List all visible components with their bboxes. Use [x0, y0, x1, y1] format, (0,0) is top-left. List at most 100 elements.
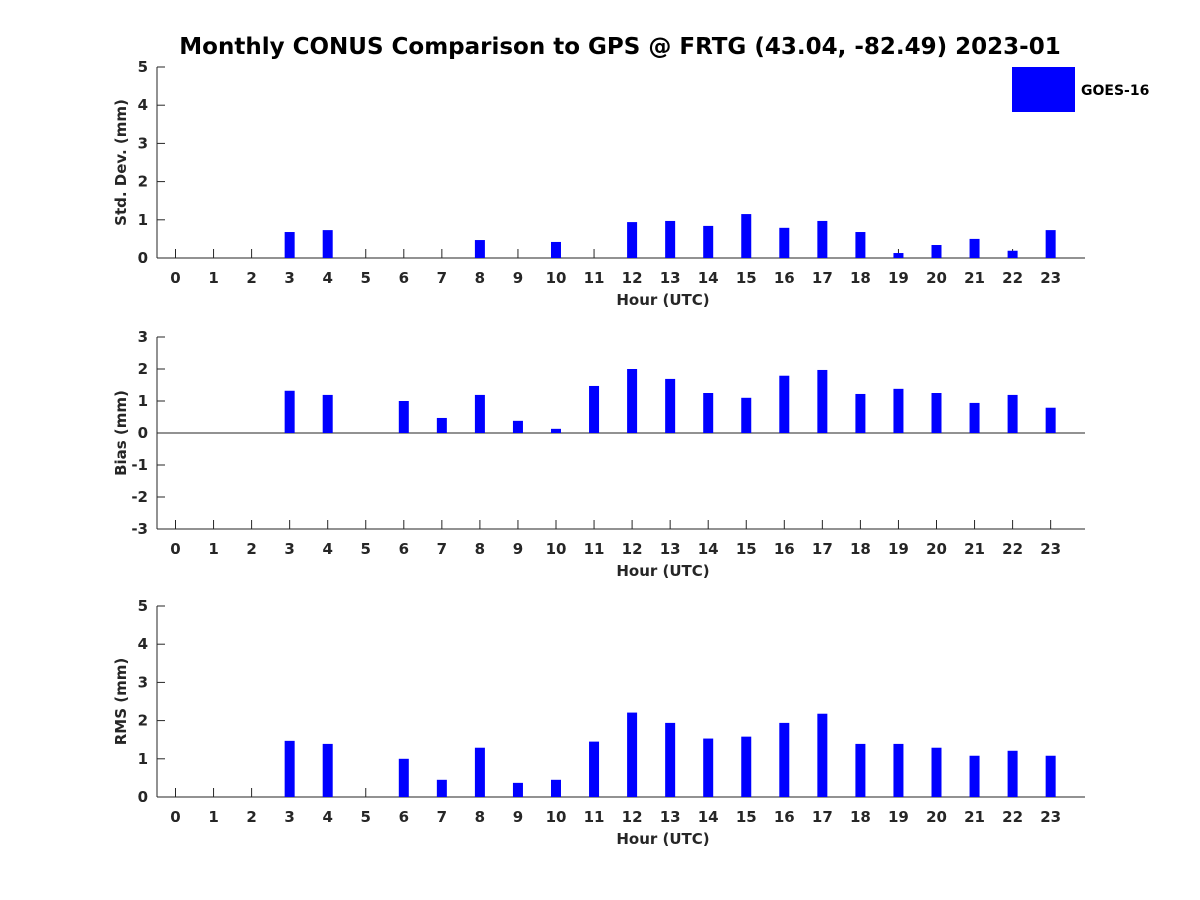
- std-dev-x-tick-label: 16: [774, 269, 795, 287]
- rms-x-tick-label: 11: [584, 808, 605, 826]
- rms-x-tick-label: 19: [888, 808, 909, 826]
- bias-bar-hour-20: [931, 393, 942, 433]
- rms-x-tick-label: 9: [513, 808, 523, 826]
- std-dev-x-axis-label: Hour (UTC): [616, 291, 709, 309]
- rms-y-tick-label: 0: [138, 788, 148, 806]
- std-dev-bar-hour-8: [474, 240, 485, 258]
- bias-bar-hour-13: [665, 378, 676, 433]
- bias-x-tick-label: 14: [698, 540, 719, 558]
- std-dev-x-tick-label: 4: [322, 269, 332, 287]
- bias-bar-hour-9: [512, 420, 523, 433]
- std-dev-x-tick-label: 14: [698, 269, 719, 287]
- bias-bar-hour-12: [627, 369, 638, 433]
- bias-x-tick-label: 18: [850, 540, 871, 558]
- bias-x-tick-label: 21: [964, 540, 985, 558]
- rms-x-tick-label: 16: [774, 808, 795, 826]
- rms-x-tick-label: 13: [660, 808, 681, 826]
- bias-x-tick-label: 4: [322, 540, 332, 558]
- std-dev-x-tick-label: 22: [1002, 269, 1023, 287]
- rms-y-axis-label: RMS (mm): [112, 658, 130, 745]
- rms-y-tick-label: 2: [138, 712, 148, 730]
- bias-x-tick-label: 7: [437, 540, 447, 558]
- bias-bar-hour-7: [436, 417, 447, 433]
- bias-x-tick-label: 15: [736, 540, 757, 558]
- std-dev-x-tick-label: 8: [475, 269, 485, 287]
- bias-y-tick-label: -3: [131, 520, 148, 538]
- std-dev-x-tick-label: 23: [1040, 269, 1061, 287]
- std-dev-y-tick-label: 1: [138, 211, 148, 229]
- std-dev-bar-hour-10: [551, 241, 561, 258]
- bias-x-tick-label: 12: [622, 540, 643, 558]
- legend-swatch: [1012, 67, 1075, 112]
- bias-x-tick-label: 10: [546, 540, 567, 558]
- rms-bar-hour-16: [779, 722, 790, 797]
- bias-y-tick-label: 0: [138, 424, 148, 442]
- std-dev-bar-hour-15: [741, 214, 752, 258]
- rms-x-tick-label: 7: [437, 808, 447, 826]
- bias-bar-hour-11: [589, 385, 600, 433]
- rms-x-tick-label: 17: [812, 808, 833, 826]
- std-dev-x-tick-label: 3: [284, 269, 294, 287]
- bias-x-tick-label: 6: [399, 540, 409, 558]
- bias-x-tick-label: 3: [284, 540, 294, 558]
- std-dev-y-axis-label: Std. Dev. (mm): [112, 99, 130, 226]
- std-dev-bar-hour-13: [665, 220, 676, 258]
- std-dev-x-tick-label: 7: [437, 269, 447, 287]
- rms-bar-hour-13: [665, 722, 676, 797]
- bias-x-tick-label: 9: [513, 540, 523, 558]
- std-dev-x-tick-label: 0: [170, 269, 180, 287]
- std-dev-y-tick-label: 0: [138, 249, 148, 267]
- rms-x-tick-label: 12: [622, 808, 643, 826]
- std-dev-bar-hour-20: [931, 245, 942, 258]
- rms-bar-hour-8: [474, 747, 485, 797]
- bias-x-tick-label: 0: [170, 540, 180, 558]
- bias-x-tick-label: 19: [888, 540, 909, 558]
- rms-x-tick-label: 1: [208, 808, 218, 826]
- rms-y-tick-label: 5: [138, 597, 148, 615]
- rms-bar-hour-4: [322, 743, 333, 797]
- rms-x-tick-label: 6: [399, 808, 409, 826]
- bias-x-tick-label: 17: [812, 540, 833, 558]
- std-dev-bar-hour-18: [855, 232, 866, 258]
- rms-bar-hour-10: [551, 779, 561, 797]
- bias-y-axis-label: Bias (mm): [112, 390, 130, 476]
- bias-bar-hour-15: [741, 397, 752, 433]
- rms-bar-hour-7: [436, 779, 447, 797]
- rms-bar-hour-20: [931, 747, 942, 797]
- bias-bar-hour-18: [855, 393, 866, 433]
- bias-x-tick-label: 20: [926, 540, 947, 558]
- bias-y-tick-label: 3: [138, 328, 148, 346]
- rms-x-tick-label: 20: [926, 808, 947, 826]
- rms-bar-hour-18: [855, 743, 866, 797]
- rms-bar-hour-21: [969, 755, 980, 797]
- rms-x-tick-label: 22: [1002, 808, 1023, 826]
- bias-bar-hour-8: [474, 394, 485, 433]
- bias-x-tick-label: 22: [1002, 540, 1023, 558]
- std-dev-y-tick-label: 5: [138, 58, 148, 76]
- std-dev-bar-hour-12: [627, 222, 638, 258]
- std-dev-x-tick-label: 18: [850, 269, 871, 287]
- bias-bar-hour-23: [1045, 407, 1056, 433]
- std-dev-x-tick-label: 20: [926, 269, 947, 287]
- bias-x-tick-label: 11: [584, 540, 605, 558]
- bias-x-tick-label: 8: [475, 540, 485, 558]
- std-dev-x-tick-label: 6: [399, 269, 409, 287]
- rms-x-tick-label: 5: [361, 808, 371, 826]
- bias-y-tick-label: 1: [138, 392, 148, 410]
- std-dev-y-tick-label: 2: [138, 173, 148, 191]
- rms-bar-hour-12: [627, 712, 638, 797]
- rms-x-axis-label: Hour (UTC): [616, 830, 709, 848]
- rms-bar-hour-22: [1007, 750, 1018, 797]
- bias-bar-hour-10: [551, 428, 561, 433]
- bias-bar-hour-16: [779, 375, 790, 433]
- bias-y-tick-label: -2: [131, 488, 148, 506]
- bias-bar-hour-14: [703, 393, 714, 433]
- std-dev-x-tick-label: 5: [361, 269, 371, 287]
- std-dev-bar-hour-22: [1007, 250, 1018, 258]
- std-dev-bar-hour-3: [284, 232, 295, 258]
- std-dev-x-tick-label: 10: [546, 269, 567, 287]
